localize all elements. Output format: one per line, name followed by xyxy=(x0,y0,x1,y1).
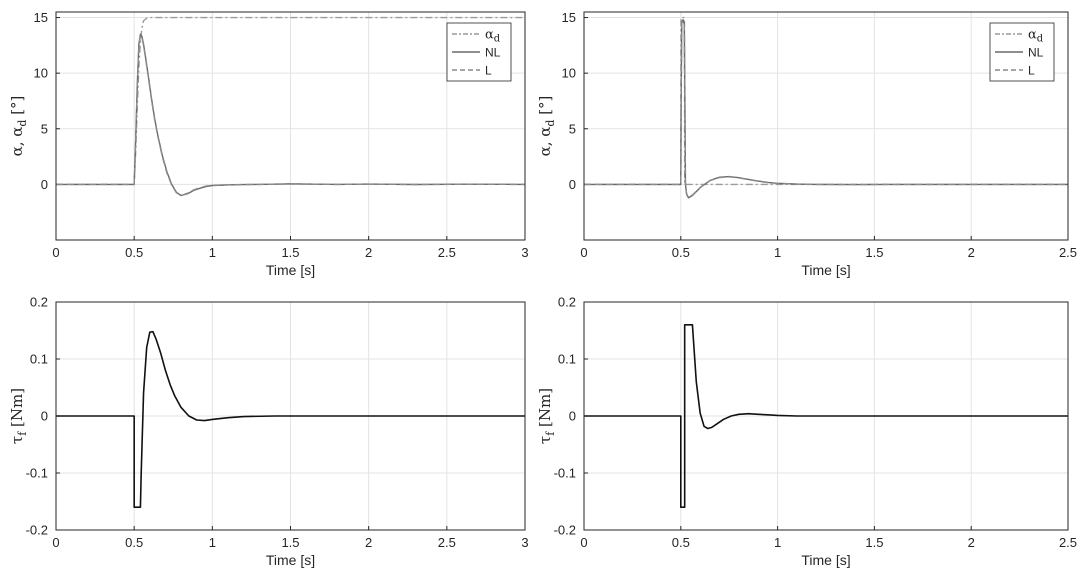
x-tick-label: 1.5 xyxy=(865,245,883,260)
y-label-subscript: d xyxy=(16,120,29,127)
x-tick-label: 0 xyxy=(580,245,587,260)
y-label-unit: [°] xyxy=(8,96,26,120)
legend-label: NL xyxy=(1028,46,1044,60)
series-line-NL xyxy=(584,19,1068,199)
axes-frame xyxy=(55,11,526,241)
x-tick-label: 1 xyxy=(774,535,781,550)
y-label-unit: [°] xyxy=(536,96,554,120)
x-tick-label: 3 xyxy=(521,245,528,260)
x-tick-label: 1.5 xyxy=(281,535,299,550)
x-tick-label: 2 xyxy=(968,245,975,260)
legend-label: L xyxy=(1028,64,1035,78)
y-label-subscript: f xyxy=(544,431,557,436)
x-axis-label: Time [s] xyxy=(266,552,315,568)
x-tick-label: 1.5 xyxy=(865,535,883,550)
x-tick-label: 2.5 xyxy=(1059,535,1077,550)
y-tick-label: 0 xyxy=(41,409,48,424)
legend-label-main: L xyxy=(485,64,492,78)
x-tick-label: 2.5 xyxy=(438,245,456,260)
x-axis-label: Time [s] xyxy=(801,552,850,568)
y-label-unit: [Nm] xyxy=(536,388,554,432)
legend-label-main: α xyxy=(485,28,494,43)
legend-label-main: NL xyxy=(1028,46,1044,60)
x-tick-label: 1.5 xyxy=(281,245,299,260)
y-tick-label: -0.2 xyxy=(554,523,576,538)
y-label-unit: [Nm] xyxy=(8,388,26,432)
x-axis-label: Time [s] xyxy=(801,262,850,278)
axes-frame xyxy=(55,301,526,531)
legend-label-main: NL xyxy=(485,46,501,60)
x-tick-label: 0 xyxy=(52,535,59,550)
y-tick-label: 0.1 xyxy=(30,352,48,367)
y-tick-label: 15 xyxy=(34,10,48,25)
y-tick-label: 5 xyxy=(41,121,48,136)
legend-label-main: α xyxy=(1028,28,1037,43)
y-label-main: τ xyxy=(8,436,26,444)
axes-frame xyxy=(583,11,1069,241)
y-axis-label: τf [Nm] xyxy=(536,388,557,444)
x-tick-label: 0.5 xyxy=(125,535,143,550)
y-tick-label: 5 xyxy=(569,121,576,136)
axes-frame xyxy=(583,301,1069,531)
chart-panel-bottom-left: 0 0.5 1 1.5 2 2.5 3 -0.2 -0.1 0 0.1 0.2 Time [s] τf [… xyxy=(8,295,529,569)
y-tick-label: 0.1 xyxy=(558,352,576,367)
y-tick-label: 0.2 xyxy=(30,295,48,310)
x-tick-label: 1 xyxy=(209,535,216,550)
y-tick-label: 0 xyxy=(569,409,576,424)
y-label-subscript: d xyxy=(544,120,557,127)
y-axis-label: α, αd [°] xyxy=(536,96,557,157)
y-tick-label: 10 xyxy=(562,66,576,81)
x-tick-label: 2 xyxy=(365,535,372,550)
x-tick-label: 0 xyxy=(580,535,587,550)
series-line-torque xyxy=(584,323,1068,509)
x-tick-label: 0.5 xyxy=(672,535,690,550)
x-tick-label: 0.5 xyxy=(125,245,143,260)
y-tick-label: 10 xyxy=(34,66,48,81)
x-tick-label: 2 xyxy=(968,535,975,550)
x-tick-label: 2 xyxy=(365,245,372,260)
plot-area xyxy=(584,12,1068,240)
y-label-main: α, α xyxy=(8,127,26,157)
y-tick-label: 15 xyxy=(562,10,576,25)
series-line-L xyxy=(56,34,526,197)
chart-panel-bottom-right: 0 0.5 1 1.5 2 2.5 -0.2 -0.1 0 0.1 0.2 Time [s] τf [N… xyxy=(536,295,1077,569)
legend-label: αd xyxy=(1028,28,1044,45)
x-tick-label: 3 xyxy=(521,535,528,550)
x-tick-label: 2.5 xyxy=(438,535,456,550)
series-line-torque xyxy=(56,330,525,509)
legend-label-subscript: d xyxy=(494,34,501,45)
y-tick-label: 0.2 xyxy=(558,295,576,310)
x-tick-label: 0 xyxy=(52,245,59,260)
y-label-main: α, α xyxy=(536,127,554,157)
y-tick-label: -0.1 xyxy=(554,466,576,481)
legend-label: αd xyxy=(485,28,501,45)
x-tick-label: 0.5 xyxy=(672,245,690,260)
x-tick-label: 1 xyxy=(209,245,216,260)
legend-label: L xyxy=(485,64,492,78)
y-label-main: τ xyxy=(536,436,554,444)
y-tick-label: -0.2 xyxy=(26,523,48,538)
legend-label-subscript: d xyxy=(1037,34,1044,45)
x-tick-label: 2.5 xyxy=(1059,245,1077,260)
y-tick-label: -0.1 xyxy=(26,466,48,481)
x-axis-label: Time [s] xyxy=(266,262,315,278)
y-tick-label: 0 xyxy=(569,177,576,192)
y-tick-label: 0 xyxy=(41,177,48,192)
legend-label-main: L xyxy=(1028,64,1035,78)
y-label-subscript: f xyxy=(16,431,29,436)
y-axis-label: τf [Nm] xyxy=(8,388,29,444)
x-tick-label: 1 xyxy=(774,245,781,260)
y-axis-label: α, αd [°] xyxy=(8,96,29,157)
legend-label: NL xyxy=(485,46,501,60)
